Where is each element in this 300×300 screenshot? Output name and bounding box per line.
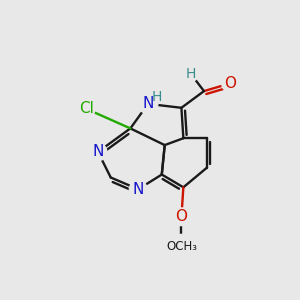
- Circle shape: [77, 100, 95, 118]
- Text: N: N: [142, 96, 154, 111]
- Text: H: H: [186, 68, 196, 81]
- Text: H: H: [152, 90, 162, 104]
- Circle shape: [129, 180, 147, 198]
- Circle shape: [222, 74, 239, 92]
- Text: N: N: [133, 182, 144, 197]
- Text: O: O: [176, 209, 188, 224]
- Text: N: N: [92, 145, 104, 160]
- Text: OCH₃: OCH₃: [166, 240, 197, 253]
- Circle shape: [172, 208, 190, 226]
- Text: O: O: [224, 76, 236, 91]
- Circle shape: [89, 143, 107, 161]
- Circle shape: [169, 234, 193, 258]
- Text: Cl: Cl: [79, 101, 94, 116]
- Circle shape: [184, 68, 198, 81]
- Circle shape: [138, 94, 158, 114]
